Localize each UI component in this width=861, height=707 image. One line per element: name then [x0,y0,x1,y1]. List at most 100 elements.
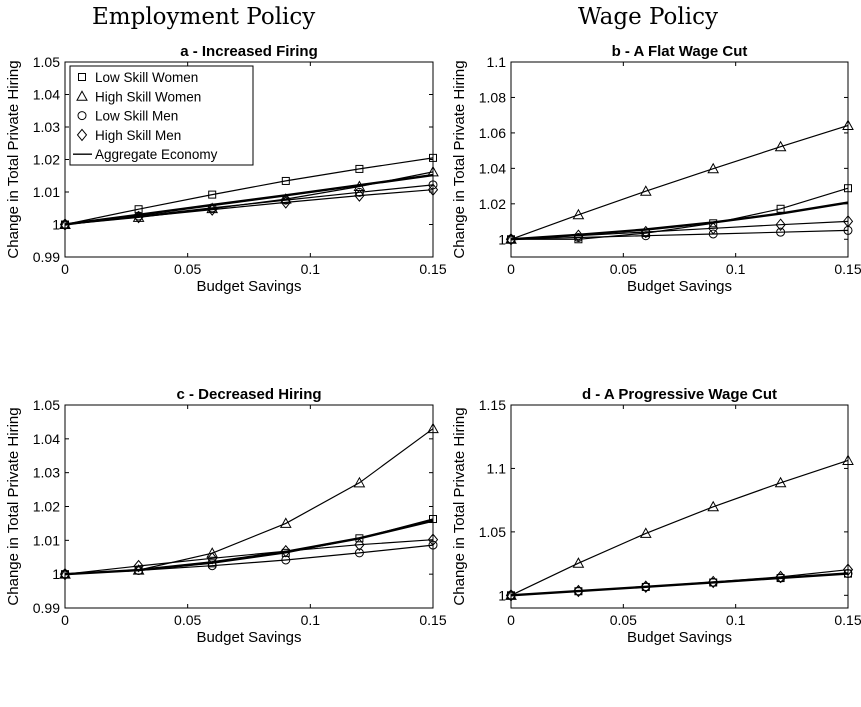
y-tick-label: 1.04 [33,87,60,103]
legend-circle-icon [77,111,87,121]
series-line [510,572,849,597]
series-high-skill-women [505,454,854,600]
chart-panel-a: a - Increased Firing 0 0.05 0.1 0.15 0.99 1 1.0… [5,43,447,295]
y-tick-label: 1.02 [33,152,60,168]
chart-title: b - A Flat Wage Cut [612,43,748,60]
data-point-diamond [640,580,651,593]
data-point-diamond [775,570,786,584]
x-axis-label: Budget Savings [627,278,732,295]
data-point-triangle [842,119,854,130]
y-tick-label: 1.02 [479,196,506,212]
data-point-triangle [707,162,720,174]
plot-frame [64,404,434,609]
y-tick-label: 1.06 [479,125,506,141]
series-line [510,201,849,241]
x-tick-label: 0.15 [834,612,861,628]
data-point-diamond [573,584,584,598]
series-line [511,187,849,240]
data-point-circle [776,227,786,237]
legend-diamond-icon [76,128,88,142]
series-line [64,173,434,226]
x-tick-label: 0.15 [834,261,861,277]
data-point-diamond [427,183,439,197]
data-point-diamond [354,538,365,552]
chart-panel-c: c - Decreased Hiring 0 0.05 0.1 0.15 0.99 1 1.0… [5,386,447,646]
heading-employment-policy: Employment Policy [92,4,316,30]
legend: Low Skill Women High Skill Women Low Skill… [69,65,254,166]
x-tick-label: 0 [61,261,69,277]
data-point-triangle [639,185,652,196]
data-point-diamond [427,533,439,546]
x-tick-label: 0.05 [174,261,201,277]
y-tick-label: 1.1 [487,460,507,476]
data-point-triangle [774,140,787,152]
x-tick-label: 0.15 [419,612,446,628]
series-aggregate-economy [510,572,849,597]
y-tick-label: 1 [52,566,60,582]
y-tick-label: 1 [52,217,60,233]
y-axis-label: Change in Total Private Hiring [451,407,468,605]
series-line [64,157,434,226]
data-point-triangle [639,527,652,538]
series-line [64,519,434,576]
y-tick-label: 1.01 [33,184,60,200]
data-point-square [281,176,290,185]
data-point-diamond [59,567,71,581]
data-point-square [429,153,437,162]
data-point-square [776,204,785,213]
data-point-diamond [505,589,517,602]
y-axis-label: Change in Total Private Hiring [5,60,22,258]
data-point-triangle [572,208,585,220]
y-tick-label: 1.03 [33,465,60,481]
legend-entry: High Skill Women [95,89,201,104]
x-axis-label: Budget Savings [627,629,732,646]
data-point-triangle [279,193,292,204]
series-line [64,539,434,575]
legend-entry: High Skill Men [95,128,181,143]
x-tick-label: 0 [61,612,69,628]
legend-box [69,65,254,166]
data-point-triangle [279,517,292,528]
data-point-diamond [207,203,218,216]
data-point-triangle [572,557,585,568]
data-point-diamond [842,563,854,576]
chart-panel-b: b - A Flat Wage Cut 0 0.05 0.1 0.15 1 1.02 1.04… [451,43,861,295]
x-tick-label: 0.15 [419,261,446,277]
data-point-diamond [708,221,719,235]
y-axis-label: Change in Total Private Hiring [5,407,22,605]
data-point-triangle [206,547,219,558]
y-tick-label: 0.99 [33,600,60,616]
data-point-diamond [505,232,517,246]
x-tick-label: 0 [507,261,515,277]
y-tick-label: 1.15 [479,397,506,413]
data-point-diamond [842,215,854,228]
x-tick-label: 0.1 [301,261,321,277]
series-high-skill-women [505,119,854,244]
data-point-triangle [707,500,720,512]
chart-panel-d: d - A Progressive Wage Cut 0 0.05 0.1 0.15 1 1… [451,386,861,646]
data-point-diamond [280,544,291,558]
data-point-circle [428,540,438,550]
data-point-diamond [708,575,719,589]
data-point-diamond [207,551,218,565]
y-tick-label: 1.02 [33,499,60,515]
chart-title: a - Increased Firing [180,43,318,60]
data-point-square [429,515,437,524]
legend-entry: Low Skill Men [95,109,178,124]
y-axis-label: Change in Total Private Hiring [451,60,468,258]
data-point-diamond [354,189,365,202]
x-tick-label: 0 [507,612,515,628]
series-line [64,189,434,226]
data-point-diamond [133,559,144,573]
chart-title: d - A Progressive Wage Cut [582,386,777,403]
data-point-square [844,184,852,193]
data-point-triangle [427,422,439,434]
series-line [510,459,849,596]
data-point-triangle [353,476,366,488]
y-tick-label: 1.01 [33,532,60,548]
y-tick-label: 1.1 [487,54,507,70]
y-tick-label: 1.04 [33,431,60,447]
y-tick-label: 1.05 [33,54,60,70]
data-point-triangle [842,454,854,465]
